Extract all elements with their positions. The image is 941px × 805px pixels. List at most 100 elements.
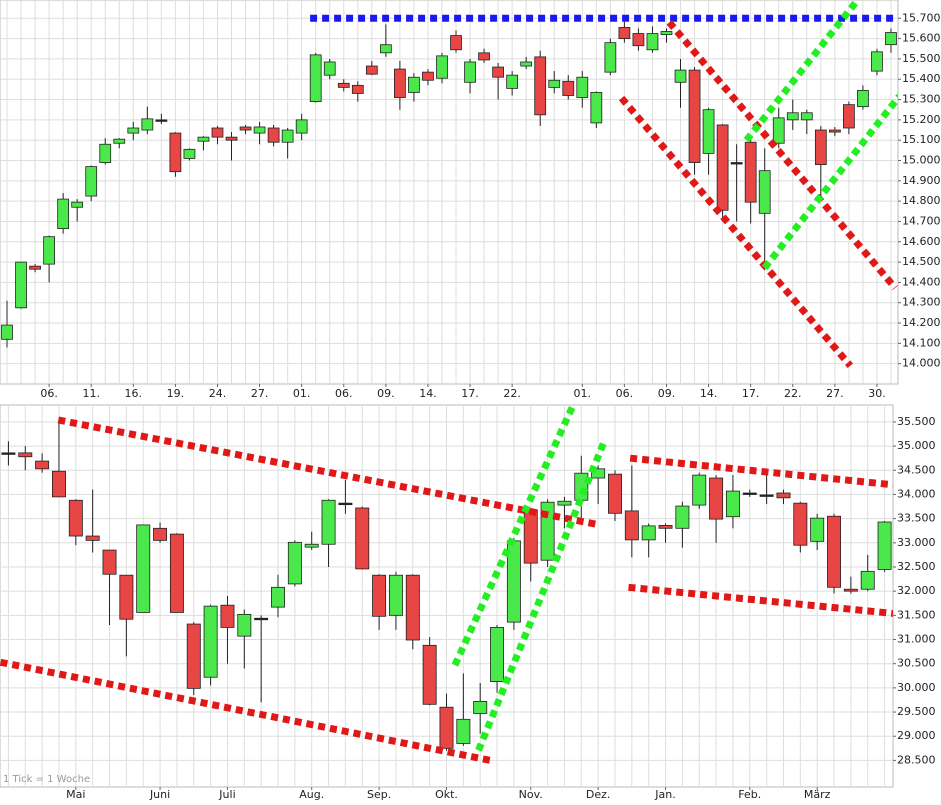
candle-body xyxy=(254,617,269,621)
x-tick-label: Aug. xyxy=(299,788,324,801)
candle-body xyxy=(372,574,387,617)
y-tick-label: 33.500 xyxy=(897,512,936,525)
candle-body xyxy=(422,644,437,705)
candle-body xyxy=(43,236,55,265)
candle-body xyxy=(730,162,743,165)
candle-body xyxy=(658,525,673,529)
candle-body xyxy=(136,524,151,613)
candle-body xyxy=(394,68,406,98)
candle-body xyxy=(309,54,322,102)
candle-body xyxy=(169,533,184,613)
trendline xyxy=(666,20,898,291)
candle-body xyxy=(220,604,235,628)
trendline xyxy=(628,583,893,617)
x-tick-label: Juni xyxy=(149,788,170,801)
candle-body xyxy=(492,66,504,78)
candle-body xyxy=(281,129,294,143)
candle-body xyxy=(1,452,16,455)
candle-body xyxy=(772,117,785,144)
y-tick-label: 33.000 xyxy=(897,536,936,549)
trendline xyxy=(57,416,601,529)
candle-body xyxy=(68,499,83,537)
x-tick-label: 06. xyxy=(40,387,58,400)
candle-body xyxy=(478,52,490,61)
candle-body xyxy=(225,136,238,141)
candle-body xyxy=(287,541,302,585)
candle-body xyxy=(709,477,724,520)
y-tick-label: 14.100 xyxy=(902,336,941,349)
trendlines xyxy=(310,0,898,368)
y-tick-label: 35.000 xyxy=(897,439,936,452)
x-tick-label: Sep. xyxy=(367,788,391,801)
candle-body xyxy=(523,509,538,564)
x-tick-label: 09. xyxy=(658,387,676,400)
x-tick-label: Juli xyxy=(218,788,235,801)
candle-body xyxy=(355,507,370,570)
candle-body xyxy=(304,543,319,548)
x-tick-label: Feb. xyxy=(738,788,761,801)
candle-body xyxy=(604,42,617,73)
candle-body xyxy=(52,470,66,498)
candle-body xyxy=(183,148,196,159)
candle-body xyxy=(562,80,575,96)
candle-body xyxy=(29,265,41,270)
candle-body xyxy=(814,129,827,165)
candle-body xyxy=(267,127,280,143)
x-tick-label: 14. xyxy=(700,387,718,400)
candle-body xyxy=(548,79,561,88)
candle-body xyxy=(321,499,336,545)
candle-body xyxy=(877,521,892,570)
x-tick-label: Nov. xyxy=(519,788,543,801)
x-tick-label: Okt. xyxy=(435,788,458,801)
candle-body xyxy=(860,570,875,590)
y-tick-label: 15.000 xyxy=(902,154,941,167)
candle-body xyxy=(141,118,154,131)
candle-body xyxy=(169,132,182,173)
candle-body xyxy=(827,515,841,588)
candle-body xyxy=(450,35,462,51)
candle-body xyxy=(102,549,117,575)
annotation: 1 Tick = 1 Woche xyxy=(3,774,90,785)
candle-body xyxy=(153,527,168,541)
x-tick-label: 19. xyxy=(167,387,185,400)
x-tick-label: 17. xyxy=(742,387,760,400)
candle-body xyxy=(646,33,659,51)
x-tick-label: März xyxy=(804,788,831,801)
y-tick-label: 29.500 xyxy=(897,705,936,718)
candle-body xyxy=(716,124,729,211)
candle-body xyxy=(155,119,168,122)
x-tick-label: Mai xyxy=(66,788,85,801)
candle-body xyxy=(624,510,639,541)
candle-body xyxy=(186,623,201,689)
candle-body xyxy=(113,138,126,144)
candle-body xyxy=(692,474,707,506)
x-tick-label: 24. xyxy=(209,387,227,400)
candle-body xyxy=(197,136,210,142)
candle-body xyxy=(18,452,33,458)
candle-body xyxy=(557,500,572,506)
candle-body xyxy=(379,44,392,54)
candle-body xyxy=(675,505,690,529)
candle-body xyxy=(127,127,140,134)
trendline xyxy=(629,454,893,489)
y-tick-label: 15.700 xyxy=(902,11,941,24)
y-tick-label: 31.500 xyxy=(897,608,936,621)
candle-body xyxy=(464,61,476,83)
candle-body xyxy=(758,170,771,214)
candle-body xyxy=(534,56,547,116)
candle-body xyxy=(1,324,13,340)
candle-body xyxy=(674,69,687,83)
y-tick-label: 32.000 xyxy=(897,584,936,597)
y-tick-label: 15.200 xyxy=(902,113,941,126)
candle-body xyxy=(786,112,799,121)
x-tick-label: 22. xyxy=(503,387,521,400)
candle-body xyxy=(405,574,420,641)
y-tick-label: 14.700 xyxy=(902,214,941,227)
candle-body xyxy=(85,166,98,197)
candle-body xyxy=(239,126,252,131)
candle-body xyxy=(456,718,471,744)
candle-body xyxy=(295,119,308,134)
candle-body xyxy=(828,129,841,133)
y-tick-label: 31.000 xyxy=(897,633,936,646)
